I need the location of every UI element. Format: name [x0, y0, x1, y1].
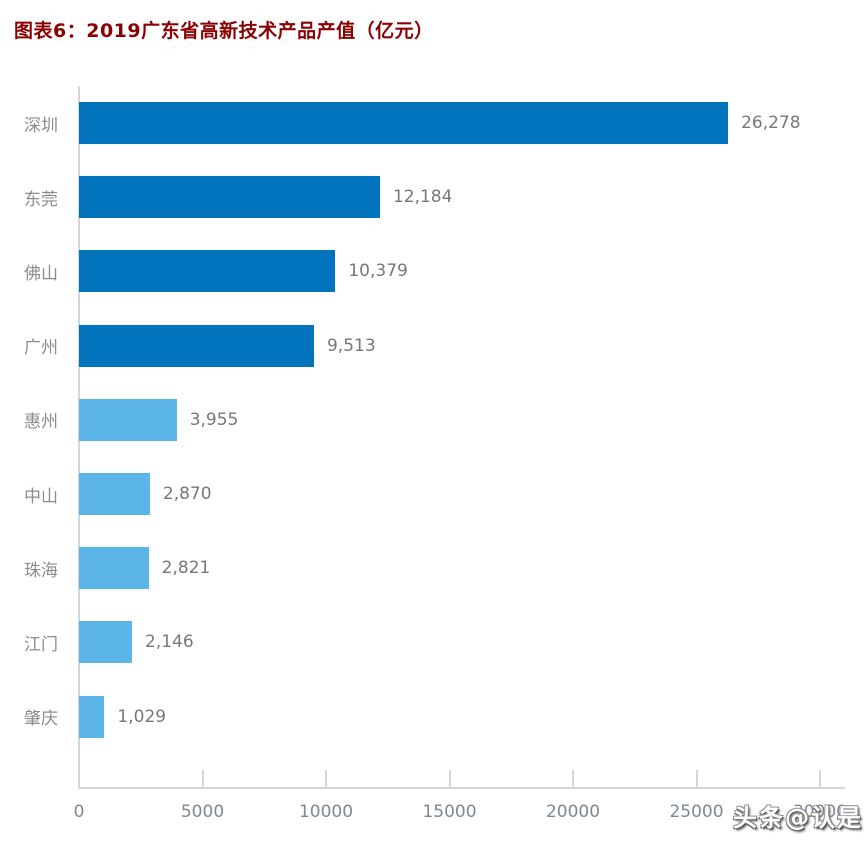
bar-row: 珠海 2,821 — [0, 531, 867, 605]
x-axis-tick-label: 30000 — [792, 802, 848, 822]
x-axis-tick — [325, 770, 327, 787]
bar-row: 佛山 10,379 — [0, 234, 867, 308]
bar-row: 中山 2,870 — [0, 457, 867, 531]
bar-row: 惠州 3,955 — [0, 383, 867, 457]
value-label: 26,278 — [741, 113, 801, 134]
category-label: 肇庆 — [24, 709, 58, 730]
value-label: 9,513 — [326, 335, 376, 356]
category-label: 惠州 — [24, 412, 58, 433]
x-axis-tick-label: 25000 — [669, 802, 724, 822]
bar — [79, 695, 105, 738]
bar-chart: 深圳 26,278 东莞 12,184 佛山 10,379 广州 9,513 惠州 3,955 中山… — [0, 86, 867, 848]
x-axis-tick — [572, 770, 574, 787]
bar-row: 东莞 12,184 — [0, 160, 867, 234]
bar-row: 深圳 26,278 — [0, 86, 867, 160]
x-axis-tick — [448, 770, 451, 787]
value-label: 2,146 — [145, 632, 194, 653]
watermark: 头条@认是 — [733, 804, 863, 832]
bar — [79, 547, 149, 590]
bar-row: 广州 9,513 — [0, 309, 867, 383]
x-axis-tick — [819, 770, 821, 787]
bar — [79, 324, 314, 367]
x-axis-tick-label: 20000 — [545, 802, 601, 822]
value-label: 3,955 — [189, 409, 239, 430]
x-axis-tick-label: 10000 — [298, 802, 354, 822]
bar — [79, 473, 150, 516]
value-label: 2,870 — [162, 484, 212, 505]
category-label: 佛山 — [24, 263, 58, 284]
x-axis-tick-label: 5000 — [180, 802, 225, 822]
x-axis-tick — [201, 770, 204, 787]
value-label: 10,379 — [348, 261, 408, 282]
value-label: 12,184 — [392, 187, 453, 208]
bar — [79, 621, 132, 664]
category-label: 深圳 — [24, 115, 58, 136]
bar-row: 江门 2,146 — [0, 605, 867, 679]
bar — [79, 398, 177, 441]
x-axis-tick — [695, 770, 698, 787]
bar-row: 肇庆 1,029 — [0, 680, 867, 754]
x-axis-tick-label: 0 — [73, 802, 85, 822]
x-axis-tick-label: 15000 — [422, 802, 477, 822]
value-label: 1,029 — [117, 706, 167, 727]
value-label: 2,821 — [161, 558, 211, 579]
category-label: 江门 — [24, 634, 58, 655]
category-label: 广州 — [24, 338, 58, 359]
bar — [79, 250, 336, 293]
chart-title: 图表6：2019广东省高新技术产品产值（亿元） — [14, 20, 434, 42]
category-label: 珠海 — [24, 560, 58, 581]
bar — [79, 176, 380, 219]
bar — [79, 102, 729, 145]
category-label: 东莞 — [24, 189, 58, 210]
x-axis-line — [78, 787, 845, 789]
category-label: 中山 — [24, 486, 58, 507]
